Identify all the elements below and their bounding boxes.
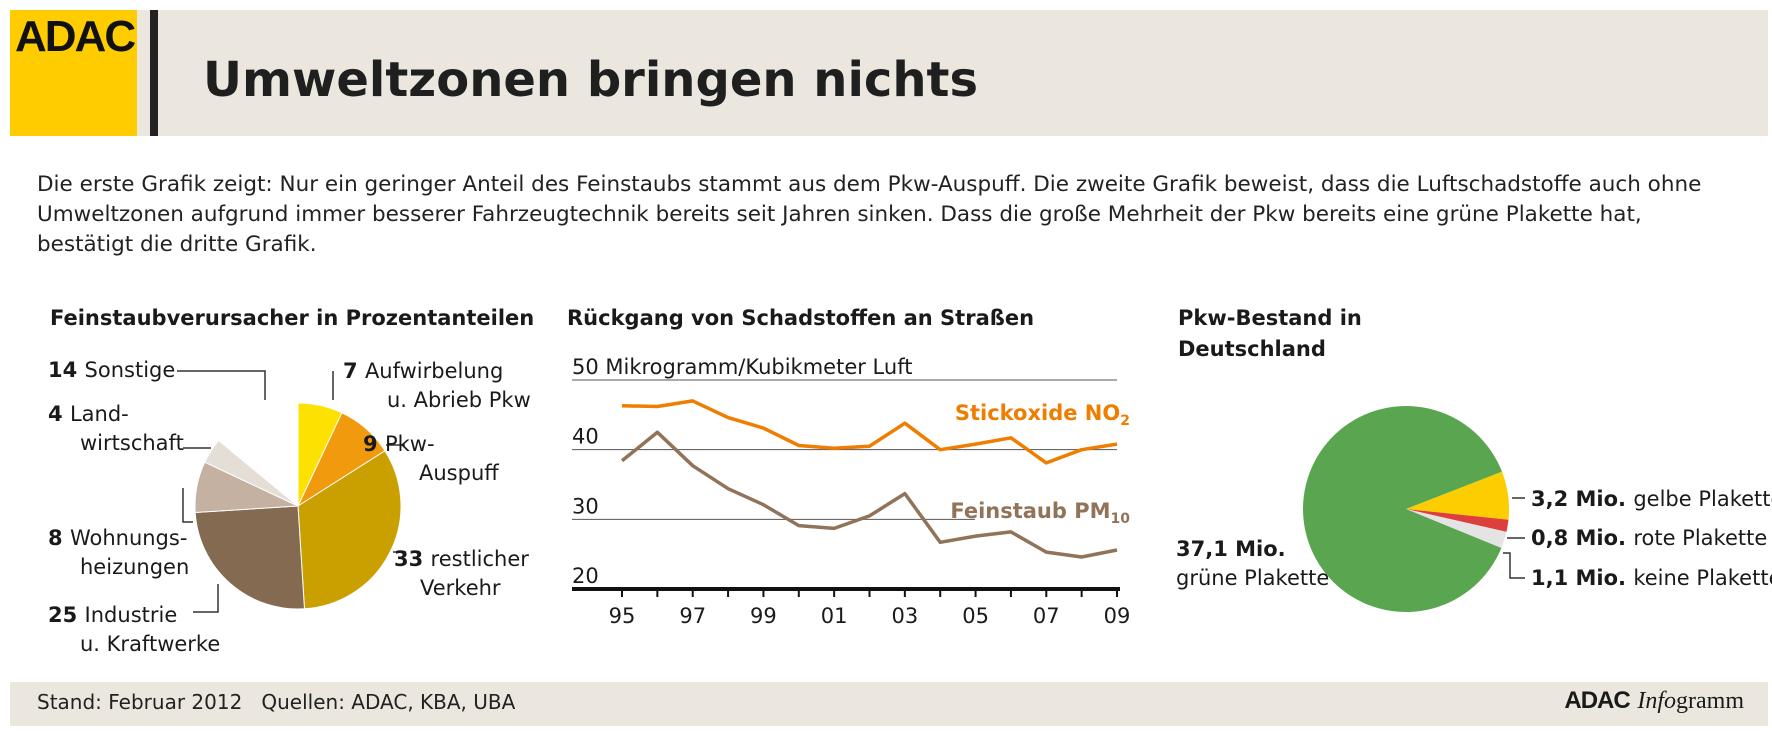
pie1-label-2: 33 restlicher [394, 547, 529, 571]
pie1-leader-6 [177, 370, 266, 400]
footer-brand: ADAC Infogramm [1564, 686, 1744, 715]
line-xtick-03: 03 [891, 604, 918, 628]
pie1-label-3: 25 Industrie [48, 603, 177, 627]
footer-brand-info: Info [1637, 688, 1677, 714]
pie1-label-6: 14 Sonstige [48, 358, 175, 382]
pie2-slice-2 [1406, 509, 1509, 532]
pie2-leader-3 [1503, 552, 1525, 579]
pie2-label-1: 3,2 Mio. gelbe Plakette [1531, 487, 1772, 511]
footer-quellen: Quellen: ADAC, KBA, UBA [261, 690, 516, 714]
pie1-slice-2 [297, 450, 402, 610]
pie2-label-0-value: 37,1 Mio. [1176, 537, 1286, 561]
pie1-label-5-line-1: wirtschaft [80, 431, 184, 455]
pie1-slice-6 [217, 402, 299, 508]
pie1-label-4-line-1: heizungen [80, 555, 189, 579]
line-xtick-05: 05 [962, 604, 989, 628]
chart3-title: Pkw-Bestand in Deutschland [1178, 303, 1362, 365]
line-xtick-09: 09 [1104, 604, 1131, 628]
footer-bar [10, 682, 1768, 726]
intro-text: Die erste Grafik zeigt: Nur ein geringer… [37, 172, 1702, 257]
pie2-slice-3 [1406, 509, 1507, 548]
line-xtick-07: 07 [1033, 604, 1060, 628]
pie2-slice-1 [1406, 471, 1509, 520]
pie1-leader-3 [193, 584, 219, 613]
line-ytick-50: 50 Mikrogramm/Kubikmeter Luft [572, 355, 912, 379]
page-title: Umweltzonen bringen nichts [203, 52, 979, 108]
adac-logo: ADAC [10, 10, 137, 136]
footer-brand-adac: ADAC [1564, 687, 1630, 714]
line-ytick-20: 20 [572, 564, 599, 588]
pie2-label-0-name: grüne Plakette [1176, 566, 1329, 590]
pie1-label-5: 4 Land- [48, 402, 129, 426]
pie1-label-1: 9 Pkw- [363, 432, 435, 456]
chart3-title-line-1: Pkw-Bestand in [1178, 306, 1362, 330]
pie2-label-3: 1,1 Mio. keine Plakette [1531, 566, 1772, 590]
chart3-title-line-2: Deutschland [1178, 337, 1326, 361]
header-divider [150, 10, 158, 136]
chart2-title: Rückgang von Schadstoffen an Straßen [567, 306, 1035, 330]
pie2-slice-0 [1303, 406, 1502, 613]
logo-text: ADAC [15, 12, 136, 61]
line-ytick-30: 30 [572, 494, 599, 518]
footer-sources: Stand: Februar 2012 Quellen: ADAC, KBA, … [37, 690, 515, 714]
footer-brand-gramm: gramm [1676, 688, 1744, 714]
pie1-label-1-line-1: Auspuff [419, 461, 499, 485]
pie1-leader-4 [182, 488, 193, 523]
header-bar [10, 10, 1768, 136]
line-xtick-01: 01 [821, 604, 848, 628]
line-series-label-0: Stickoxide NO2 [955, 401, 1130, 429]
line-ytick-40: 40 [572, 425, 599, 449]
pie2-label-2: 0,8 Mio. rote Plakette [1531, 526, 1767, 550]
line-series-1 [620, 430, 1118, 559]
footer-stand: Stand: Februar 2012 [37, 690, 243, 714]
chart1-title: Feinstaubverursacher in Prozentanteilen [50, 306, 535, 330]
line-xtick-99: 99 [750, 604, 777, 628]
pie1-label-4: 8 Wohnungs- [48, 526, 187, 550]
pie1-label-0: 7 Aufwirbelung [343, 359, 503, 383]
line-xtick-97: 97 [679, 604, 706, 628]
line-xtick-95: 95 [609, 604, 636, 628]
pie1-slice-3 [194, 505, 306, 610]
pie1-label-2-line-1: Verkehr [420, 576, 501, 600]
pie1-label-3-line-1: u. Kraftwerke [80, 632, 220, 656]
line-series-label-1: Feinstaub PM10 [950, 499, 1130, 527]
pie1-label-0-line-1: u. Abrieb Pkw [387, 388, 531, 412]
